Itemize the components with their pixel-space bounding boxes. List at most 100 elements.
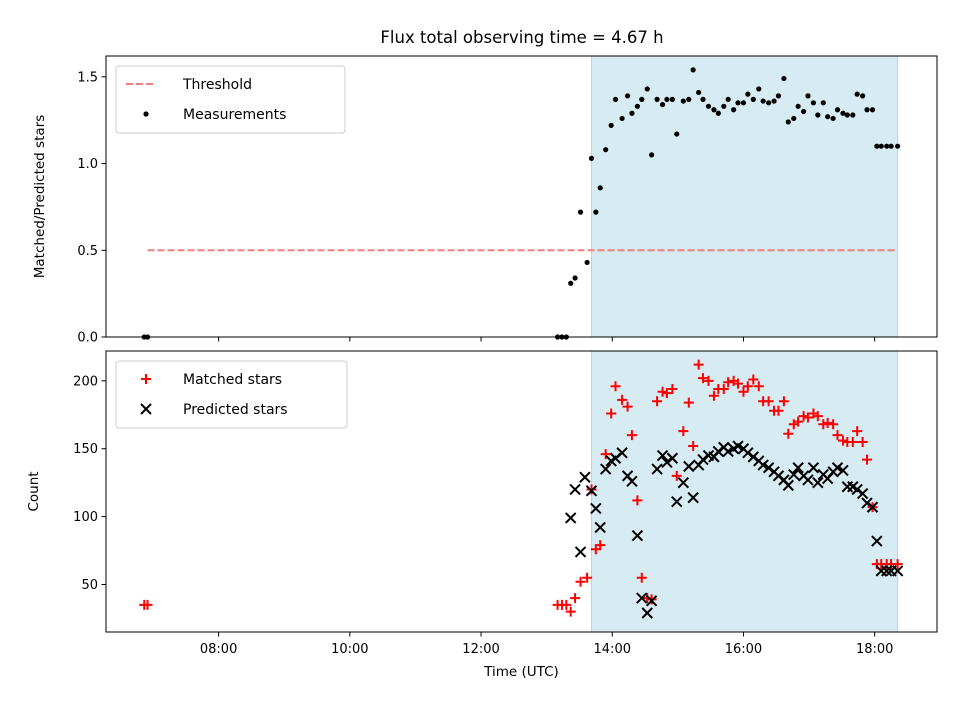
measurement-point	[805, 93, 811, 99]
y-tick-label: 1.5	[77, 70, 98, 85]
measurement-point	[619, 115, 625, 122]
measurement-point	[850, 112, 856, 118]
predicted-star-point	[812, 476, 824, 489]
legend: Matched stars Predicted stars	[115, 360, 348, 429]
measurement-point	[766, 100, 772, 106]
measurement-point	[711, 107, 717, 113]
legend-predicted-swatch	[140, 403, 152, 415]
legend-matched-swatch	[141, 374, 151, 384]
measurement-point	[844, 112, 850, 118]
predicted-star-point	[677, 476, 690, 489]
matched-star-point	[832, 430, 843, 441]
measurement-point	[674, 131, 680, 137]
measurement-point	[690, 67, 696, 73]
y-tick-label: 50	[81, 578, 98, 593]
predicted-star-point	[594, 521, 606, 534]
matched-star-point	[798, 411, 809, 422]
matched-star-point	[763, 396, 774, 407]
measurement-point	[608, 122, 614, 128]
measurement-point	[721, 103, 727, 109]
predicted-star-point	[671, 495, 683, 508]
y-tick-label: 200	[73, 374, 98, 389]
predicted-star-point	[831, 462, 844, 474]
axes-frame	[105, 55, 938, 338]
matched-star-point	[636, 572, 647, 583]
matched-star-point	[852, 426, 863, 437]
x-tick-label: 08:00	[200, 642, 237, 657]
predicted-star-point	[866, 501, 879, 513]
legend-measurement-swatch	[143, 111, 149, 117]
measurement-point	[815, 112, 821, 118]
measurement-point	[878, 143, 884, 149]
matched-star-point	[595, 540, 606, 551]
measurement-point	[568, 280, 574, 286]
matched-star-point	[657, 386, 668, 397]
measurement-point	[869, 107, 876, 113]
predicted-star-point	[871, 535, 883, 547]
matched-star-point	[575, 576, 586, 587]
y-axis-label: Count	[26, 471, 42, 511]
measurement-point	[825, 114, 831, 120]
measurement-point	[771, 98, 777, 104]
predicted-star-point	[683, 460, 695, 473]
y-axis-label: Matched/Predicted stars	[32, 115, 48, 278]
matched-star-point	[698, 373, 709, 384]
predicted-star-point	[792, 462, 804, 474]
predicted-star-point	[569, 483, 581, 496]
measurement-point	[860, 93, 866, 99]
measurement-point	[756, 86, 762, 92]
predicted-star-point	[788, 468, 800, 481]
predicted-star-point	[574, 546, 587, 558]
measurement-point	[735, 100, 741, 106]
predicted-star-point	[631, 529, 644, 542]
matched-star-point	[561, 599, 572, 610]
matched-star-point	[778, 396, 789, 407]
matched-star-point	[661, 388, 672, 399]
predicted-star-point	[891, 565, 904, 577]
matched-star-point	[738, 386, 749, 397]
predicted-star-point	[837, 464, 849, 477]
measurement-point	[725, 96, 731, 102]
y-tick-label: 1.0	[77, 157, 98, 172]
observing-interval-shade	[590, 55, 899, 338]
measurement-point	[686, 96, 692, 102]
matched-star-point	[570, 593, 581, 604]
predicted-star-point	[616, 447, 628, 459]
measurement-point	[715, 110, 721, 116]
predicted-star-point	[590, 502, 602, 515]
measurement-point	[659, 101, 666, 108]
x-tick-label: 18:00	[856, 642, 893, 657]
matched-star-point	[822, 417, 833, 428]
measurement-point	[791, 115, 797, 122]
measurement-point	[795, 103, 801, 109]
y-tick-label: 150	[73, 442, 98, 457]
measurement-point	[820, 100, 826, 106]
measurement-point	[649, 152, 655, 158]
x-axis-label: Time (UTC)	[483, 664, 559, 680]
measurement-point	[884, 143, 890, 149]
matched-star-point	[610, 381, 621, 392]
legend-label: Threshold	[182, 77, 252, 93]
predicted-star-point	[599, 463, 612, 475]
matched-star-point	[142, 599, 153, 610]
measurement-point	[644, 86, 650, 92]
measurement-point	[864, 107, 870, 113]
measurement-point	[854, 91, 860, 97]
measurement-point	[634, 103, 641, 109]
matched-star-point	[732, 378, 743, 389]
measurement-point	[895, 143, 901, 149]
predicted-star-point	[585, 485, 598, 497]
measurement-point	[588, 155, 595, 161]
matched-star-point	[703, 375, 714, 386]
matched-star-point	[857, 436, 868, 447]
measurement-point	[705, 103, 712, 109]
measurement-point	[888, 143, 894, 149]
x-tick-label: 16:00	[725, 642, 762, 657]
bottom-panel: 08:00 10:00 12:00 14:00 16:00 18:00 50 100 150 20…	[26, 350, 938, 680]
predicted-star-point	[782, 479, 795, 492]
measurement-point	[810, 100, 817, 106]
legend-box	[115, 360, 348, 429]
legend-label: Measurements	[183, 107, 286, 123]
matched-star-point	[667, 384, 678, 395]
